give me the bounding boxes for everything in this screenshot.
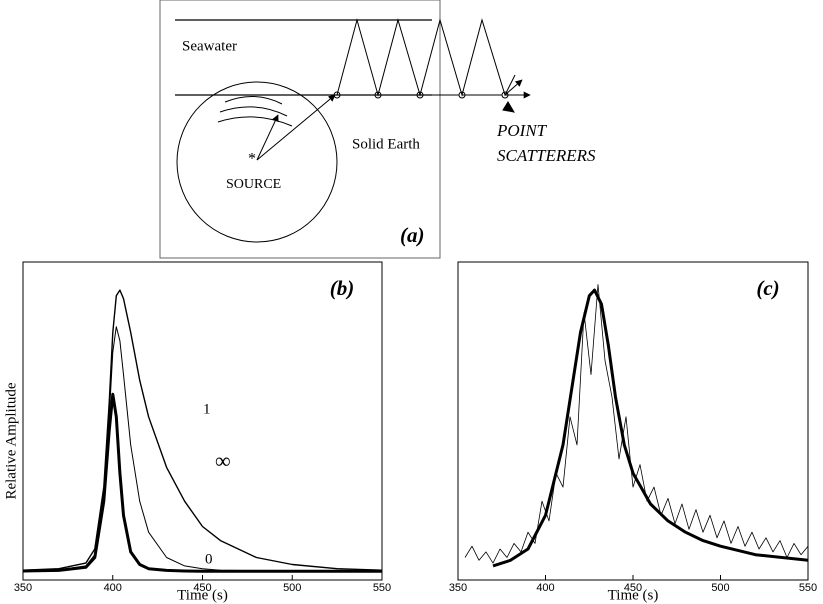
curve-label: 0 xyxy=(205,551,213,567)
series-line xyxy=(22,392,382,573)
ray xyxy=(256,94,336,161)
scatterers xyxy=(333,91,509,99)
x-tick-label: 500 xyxy=(711,582,729,594)
curve-label: 1 xyxy=(203,401,211,417)
pointer xyxy=(502,101,515,113)
plot-frame xyxy=(22,261,383,581)
scatterers-label: SCATTERERS xyxy=(497,146,596,165)
panel-label: (a) xyxy=(400,223,425,247)
x-tick-label: 450 xyxy=(624,582,642,594)
water-label: Seawater xyxy=(182,38,237,54)
series-line xyxy=(22,289,383,571)
panel-a: * xyxy=(159,0,530,259)
earth-label: Solid Earth xyxy=(352,136,420,152)
y-axis-label: Relative Amplitude xyxy=(3,382,19,499)
x-tick-label: 350 xyxy=(14,582,32,594)
source-region xyxy=(176,81,338,243)
x-tick-label: 500 xyxy=(283,582,301,594)
x-tick-label: 450 xyxy=(193,582,211,594)
x-axis-label: Time (s) xyxy=(608,587,659,603)
panel-label: (b) xyxy=(330,276,355,300)
series-line xyxy=(22,326,382,572)
x-tick-label: 400 xyxy=(536,582,554,594)
source-label: SOURCE xyxy=(226,177,281,192)
reverberations xyxy=(336,18,522,97)
x-tick-label: 550 xyxy=(799,582,817,594)
x-axis-label: Time (s) xyxy=(177,587,228,603)
panel-frame xyxy=(159,0,441,259)
panel-label: (c) xyxy=(756,276,779,300)
series-line xyxy=(492,288,809,568)
source-star: * xyxy=(248,151,256,168)
curve-label: ∞ xyxy=(215,448,231,473)
wavefronts xyxy=(217,96,293,127)
series-line xyxy=(464,284,809,564)
plot-frame xyxy=(457,261,809,581)
scatterers-label: POINT xyxy=(496,121,548,140)
x-tick-label: 400 xyxy=(104,582,122,594)
x-tick-label: 350 xyxy=(449,582,467,594)
x-tick-label: 550 xyxy=(373,582,391,594)
ray xyxy=(256,114,279,161)
